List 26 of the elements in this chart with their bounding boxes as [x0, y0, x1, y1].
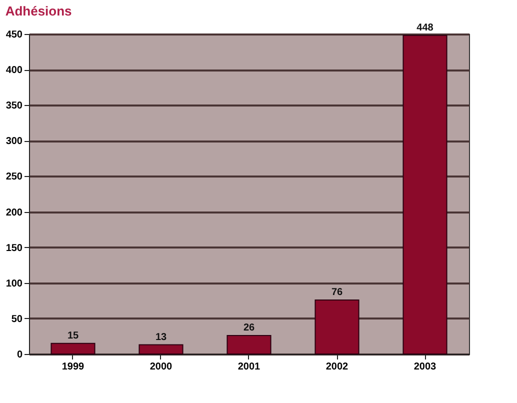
data-label: 76 — [331, 286, 343, 298]
data-label: 15 — [67, 330, 79, 342]
bar — [402, 34, 448, 354]
y-tick-label: 150 — [6, 242, 23, 254]
x-tick-label: 1999 — [62, 362, 85, 372]
y-tick-label: 350 — [6, 100, 23, 112]
x-tick-label: 2001 — [238, 362, 261, 372]
bar — [138, 344, 184, 354]
data-label: 13 — [155, 332, 167, 343]
bar — [50, 342, 96, 354]
y-tick-label: 100 — [6, 278, 23, 290]
chart-title: Adhésions — [5, 3, 72, 18]
data-label: 448 — [416, 22, 434, 34]
bar — [226, 335, 272, 354]
y-tick-label: 0 — [16, 350, 23, 360]
y-tick-label: 400 — [6, 65, 23, 76]
x-tick-label: 2000 — [150, 362, 173, 372]
x-tick-label: 2002 — [326, 362, 349, 372]
data-label: 26 — [243, 322, 255, 334]
x-tick-label: 2003 — [414, 362, 437, 372]
y-tick-label: 300 — [6, 136, 23, 148]
y-tick-label: 450 — [6, 30, 23, 40]
y-tick-label: 200 — [6, 207, 23, 218]
bar — [314, 299, 360, 354]
y-tick-label: 50 — [11, 314, 23, 325]
y-tick-label: 250 — [6, 172, 23, 183]
